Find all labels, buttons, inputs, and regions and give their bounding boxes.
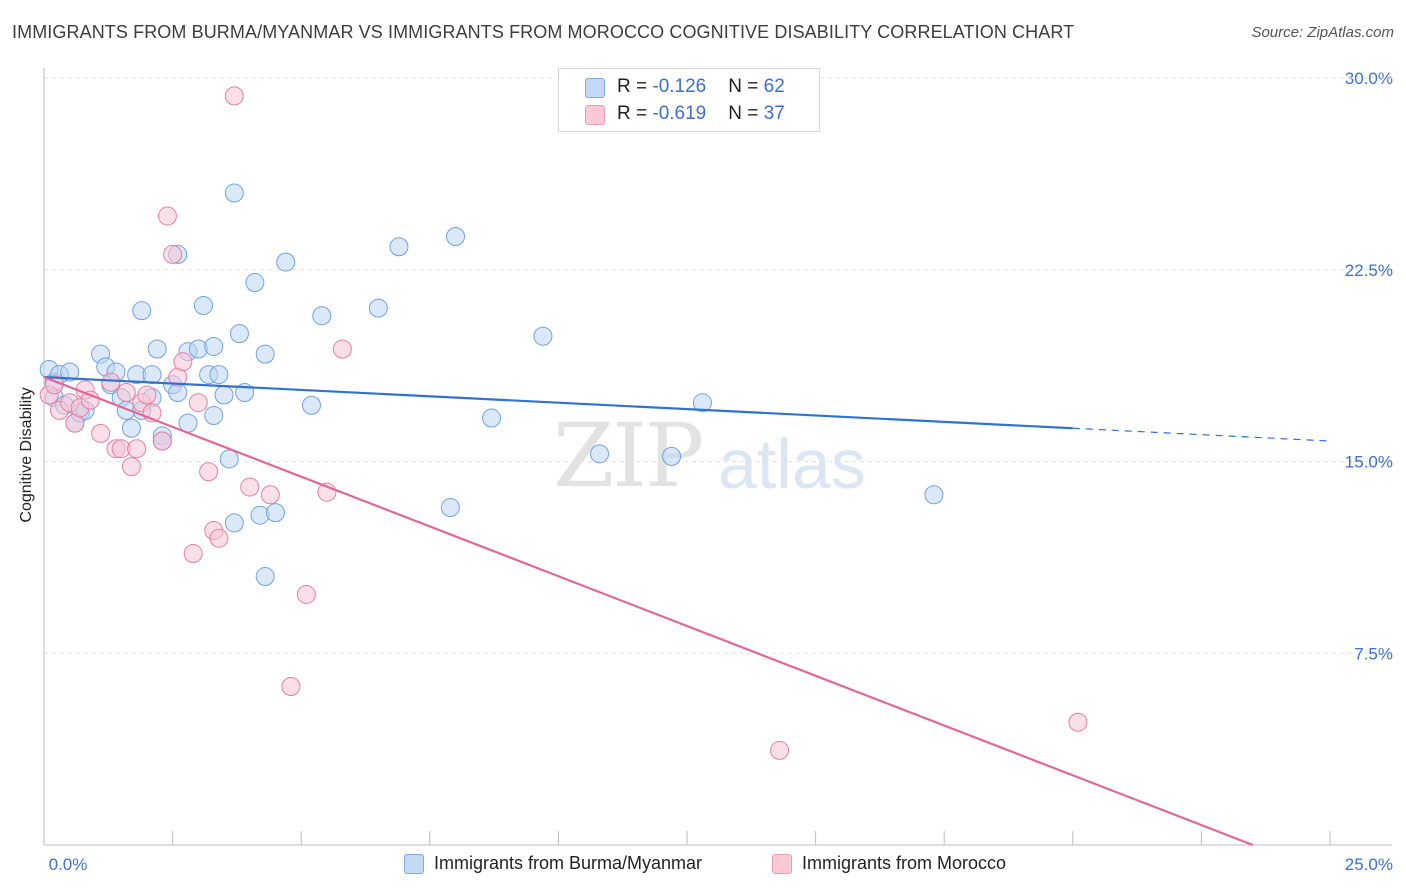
point-burma [204,405,224,425]
trend-line-burma-dashed [1072,427,1331,442]
point-burma [312,306,332,326]
r-label: R = [617,103,653,124]
point-burma [60,362,80,382]
point-morocco [80,390,100,410]
point-burma [209,365,229,385]
point-morocco [91,423,111,443]
point-burma [142,365,162,385]
point-morocco [157,206,177,226]
chart-title: IMMIGRANTS FROM BURMA/MYANMAR VS IMMIGRA… [12,22,1075,42]
point-burma [193,296,213,316]
point-burma [692,393,712,413]
point-burma [924,485,944,505]
x-tick-label: 0.0% [49,855,88,874]
point-burma [446,227,466,247]
legend-swatch-morocco [585,105,605,125]
trend-line-morocco [43,376,1254,847]
point-morocco [163,244,183,264]
n-label: N = [728,76,764,97]
point-morocco [121,457,141,477]
point-burma [389,237,409,257]
point-morocco [240,477,260,497]
trend-line-burma [43,376,1073,430]
point-morocco [183,544,203,564]
bottom-legend-label-burma: Immigrants from Burma/Myanmar [434,853,703,873]
point-morocco [199,462,219,482]
bottom-legend-swatch-burma [404,854,424,874]
point-burma [219,449,239,469]
n-label: N = [728,103,764,124]
point-morocco [209,528,229,548]
point-burma [662,446,682,466]
point-burma [368,298,388,318]
point-burma [132,301,152,321]
y-tick-label: 30.0% [1345,69,1393,88]
x-tick-label: 25.0% [1345,855,1393,874]
bottom-legend-swatch-morocco [772,854,792,874]
point-morocco [770,740,790,760]
point-burma [276,252,296,272]
r-value-morocco: -0.619 [652,103,707,124]
point-morocco [101,372,121,392]
point-morocco [1068,712,1088,732]
point-burma [204,336,224,356]
y-tick-label: 7.5% [1354,644,1393,663]
point-morocco [224,86,244,106]
point-burma [214,385,234,405]
point-burma [533,326,553,346]
point-burma [482,408,502,428]
y-tick-label: 15.0% [1345,453,1393,472]
point-burma [301,395,321,415]
point-burma [121,418,141,438]
point-burma [255,567,275,587]
n-value-burma: 62 [763,76,785,97]
r-label: R = [617,76,653,97]
point-morocco [127,439,147,459]
point-burma [245,273,265,293]
point-morocco [152,431,172,451]
point-burma [229,324,249,344]
point-burma [255,344,275,364]
y-tick-label: 22.5% [1345,261,1393,280]
point-morocco [296,584,316,604]
stats-legend: R = -0.126 N = 62 R = -0.619 N = 37 [558,68,820,132]
legend-swatch-burma [585,78,605,98]
point-morocco [137,385,157,405]
watermark-atlas: atlas [718,425,866,503]
point-morocco [173,352,193,372]
point-burma [590,444,610,464]
point-burma [224,513,244,533]
point-morocco [281,676,301,696]
point-morocco [260,485,280,505]
bottom-legend-label-morocco: Immigrants from Morocco [802,853,1007,873]
point-morocco [116,382,136,402]
point-burma [440,498,460,518]
r-value-burma: -0.126 [652,76,707,97]
source-label: Source: ZipAtlas.com [1251,24,1394,41]
point-morocco [188,393,208,413]
point-burma [265,503,285,523]
n-value-morocco: 37 [763,103,785,124]
point-burma [224,183,244,203]
point-morocco [332,339,352,359]
point-burma [147,339,167,359]
